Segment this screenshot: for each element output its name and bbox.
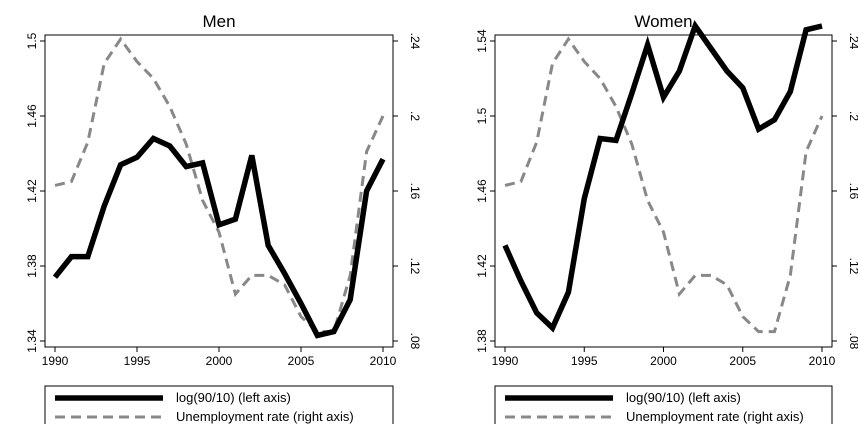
y-left-tick-label: 1.5 — [25, 32, 39, 49]
y-right-tick-label: .2 — [408, 111, 422, 121]
unemployment-rate-line — [504, 36, 824, 334]
legend-label: log(90/10) (left axis) — [176, 390, 291, 405]
y-right-tick-label: .08 — [847, 333, 858, 350]
plot-frame — [494, 34, 833, 348]
legend-label: log(90/10) (left axis) — [626, 390, 741, 405]
y-left-tick-label: 1.42 — [25, 179, 39, 203]
y-left-tick-label: 1.38 — [475, 329, 489, 353]
plot-frame — [44, 34, 394, 348]
y-left-tick-label: 1.5 — [475, 107, 489, 124]
chart-panel-2: Women 1990 1995 2000 2005 2010 1.38 1.42 1.46 1.5… — [475, 12, 858, 424]
legend-label: Unemployment rate (right axis) — [626, 409, 804, 424]
x-tick-label: 1990 — [492, 354, 519, 368]
x-tick-label: 2000 — [206, 354, 233, 368]
x-tick-label: 1990 — [42, 354, 69, 368]
y-right-tick-label: .2 — [847, 111, 858, 121]
legend: log(90/10) (left axis) Unemployment rate … — [494, 385, 833, 424]
y-right-tick-label: .24 — [847, 33, 858, 50]
y-left-tick-label: 1.34 — [25, 329, 39, 353]
chart-panel-1: Men 1990 1995 2000 2005 2010 1.34 1.38 1.42 1.46 1… — [25, 12, 422, 424]
chart-title: Men — [202, 12, 235, 31]
x-tick-label: 1995 — [571, 354, 598, 368]
x-tick-label: 2005 — [288, 354, 315, 368]
y-left-tick-label: 1.46 — [475, 179, 489, 203]
y-right-tick-label: .12 — [408, 258, 422, 275]
y-left-tick-label: 1.42 — [475, 254, 489, 278]
x-tick-label: 2010 — [809, 354, 836, 368]
legend-box — [494, 385, 833, 424]
y-left-tick-label: 1.54 — [475, 29, 489, 53]
y-right-tick-label: .08 — [408, 333, 422, 350]
x-tick-label: 1995 — [124, 354, 151, 368]
x-tick-label: 2005 — [729, 354, 756, 368]
unemployment-rate-line — [54, 36, 385, 334]
log-90-10-line — [52, 135, 386, 339]
log-90-10-line — [502, 20, 823, 333]
y-right-tick-label: .24 — [408, 33, 422, 50]
legend: log(90/10) (left axis) Unemployment rate … — [44, 385, 394, 424]
x-tick-label: 2010 — [370, 354, 397, 368]
y-left-tick-label: 1.46 — [25, 104, 39, 128]
y-right-tick-label: .16 — [847, 183, 858, 200]
chart-title: Women — [634, 12, 692, 31]
y-right-tick-label: .16 — [408, 183, 422, 200]
y-right-tick-label: .12 — [847, 258, 858, 275]
legend-label: Unemployment rate (right axis) — [176, 409, 354, 424]
y-left-tick-label: 1.38 — [25, 254, 39, 278]
x-tick-label: 2000 — [650, 354, 677, 368]
